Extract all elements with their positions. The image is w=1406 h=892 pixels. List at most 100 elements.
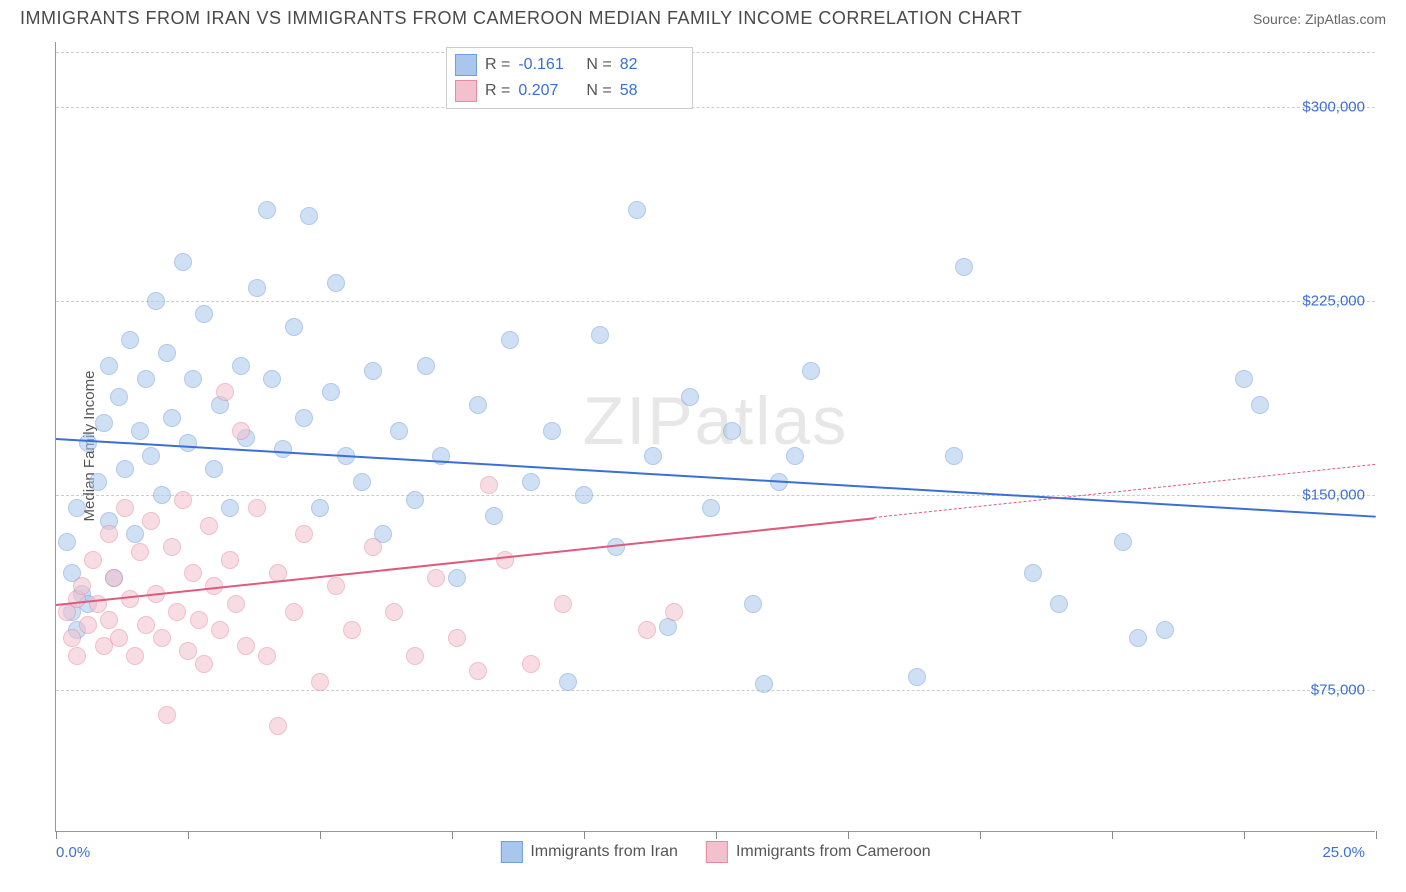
data-point — [311, 673, 329, 691]
data-point — [216, 383, 234, 401]
data-point — [311, 499, 329, 517]
data-point — [232, 422, 250, 440]
data-point — [644, 447, 662, 465]
data-point — [300, 207, 318, 225]
data-point — [205, 460, 223, 478]
data-point — [195, 305, 213, 323]
data-point — [285, 318, 303, 336]
legend-swatch — [455, 54, 477, 76]
gridline — [56, 690, 1375, 691]
data-point — [227, 595, 245, 613]
data-point — [211, 621, 229, 639]
data-point — [448, 629, 466, 647]
y-tick-label: $150,000 — [1302, 487, 1365, 504]
data-point — [100, 357, 118, 375]
data-point — [285, 603, 303, 621]
data-point — [200, 517, 218, 535]
data-point — [110, 388, 128, 406]
data-point — [110, 629, 128, 647]
y-tick-label: $300,000 — [1302, 98, 1365, 115]
data-point — [1050, 595, 1068, 613]
data-point — [1024, 564, 1042, 582]
data-point — [322, 383, 340, 401]
data-point — [955, 258, 973, 276]
data-point — [63, 629, 81, 647]
x-tick-mark — [56, 831, 57, 839]
source-link[interactable]: ZipAtlas.com — [1305, 11, 1386, 27]
data-point — [131, 422, 149, 440]
stats-legend-box: R =-0.161N =82R =0.207N =58 — [446, 47, 693, 109]
legend-item: Immigrants from Cameroon — [706, 841, 931, 863]
data-point — [116, 460, 134, 478]
data-point — [744, 595, 762, 613]
legend-label: Immigrants from Iran — [530, 843, 678, 861]
data-point — [496, 551, 514, 569]
data-point — [385, 603, 403, 621]
legend-swatch — [706, 841, 728, 863]
stat-R: -0.161 — [518, 56, 578, 74]
x-tick-mark — [716, 831, 717, 839]
data-point — [554, 595, 572, 613]
data-point — [221, 551, 239, 569]
data-point — [158, 344, 176, 362]
data-point — [364, 538, 382, 556]
data-point — [390, 422, 408, 440]
data-point — [469, 662, 487, 680]
data-point — [1251, 396, 1269, 414]
data-point — [174, 253, 192, 271]
data-point — [248, 279, 266, 297]
data-point — [628, 201, 646, 219]
data-point — [158, 706, 176, 724]
data-point — [1114, 533, 1132, 551]
data-point — [638, 621, 656, 639]
chart-title: IMMIGRANTS FROM IRAN VS IMMIGRANTS FROM … — [20, 8, 1022, 29]
data-point — [126, 525, 144, 543]
data-point — [168, 603, 186, 621]
data-point — [221, 499, 239, 517]
data-point — [1235, 370, 1253, 388]
data-point — [591, 326, 609, 344]
data-point — [406, 491, 424, 509]
data-point — [417, 357, 435, 375]
data-point — [195, 655, 213, 673]
data-point — [68, 647, 86, 665]
y-tick-label: $225,000 — [1302, 293, 1365, 310]
legend-swatch — [500, 841, 522, 863]
data-point — [137, 370, 155, 388]
source-label: Source: ZipAtlas.com — [1253, 11, 1386, 27]
data-point — [174, 491, 192, 509]
data-point — [659, 618, 677, 636]
data-point — [543, 422, 561, 440]
data-point — [153, 629, 171, 647]
data-point — [258, 647, 276, 665]
data-point — [353, 473, 371, 491]
data-point — [295, 409, 313, 427]
x-tick-label: 25.0% — [1322, 844, 1365, 861]
data-point — [945, 447, 963, 465]
data-point — [448, 569, 466, 587]
data-point — [179, 434, 197, 452]
data-point — [79, 616, 97, 634]
x-tick-mark — [1244, 831, 1245, 839]
data-point — [248, 499, 266, 517]
y-tick-label: $75,000 — [1311, 681, 1365, 698]
x-tick-mark — [848, 831, 849, 839]
data-point — [263, 370, 281, 388]
data-point — [142, 512, 160, 530]
x-tick-mark — [452, 831, 453, 839]
data-point — [105, 569, 123, 587]
data-point — [190, 611, 208, 629]
data-point — [153, 486, 171, 504]
data-point — [163, 538, 181, 556]
data-point — [1156, 621, 1174, 639]
data-point — [269, 717, 287, 735]
data-point — [121, 331, 139, 349]
data-point — [184, 564, 202, 582]
data-point — [58, 533, 76, 551]
stat-N: 82 — [620, 56, 680, 74]
data-point — [258, 201, 276, 219]
data-point — [116, 499, 134, 517]
data-point — [84, 551, 102, 569]
data-point — [327, 274, 345, 292]
data-point — [786, 447, 804, 465]
